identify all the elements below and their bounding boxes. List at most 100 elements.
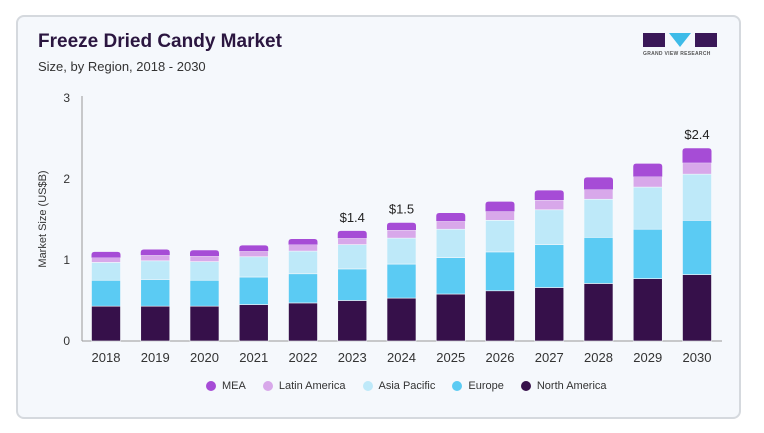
bar-segment-north-america [583, 283, 614, 342]
y-tick-label: 3 [63, 91, 70, 105]
bar-segment-europe [91, 279, 121, 307]
bar-segment-north-america [435, 293, 466, 342]
bar-segment-mea [91, 251, 121, 258]
bar-segment-asia-pacific [485, 220, 515, 253]
bar-segment-north-america [534, 287, 565, 342]
bar-segment-latin-america [238, 250, 269, 258]
x-tick-label: 2029 [633, 350, 662, 365]
bar-segment-mea [534, 190, 564, 201]
y-tick-label: 2 [63, 172, 70, 186]
bar-segment-mea [337, 230, 367, 239]
legend-item: Europe [452, 380, 504, 392]
bar-segment-asia-pacific [435, 228, 466, 258]
legend-item: Latin America [262, 380, 346, 392]
x-tick-label: 2021 [239, 350, 268, 365]
y-axis-label: Market Size (US$B) [37, 170, 49, 267]
legend-item: MEA [206, 380, 246, 392]
bar-segment-mea [140, 249, 170, 256]
bar-segment-asia-pacific [140, 260, 171, 280]
bar-segment-asia-pacific [386, 237, 417, 265]
chart-card [16, 15, 741, 419]
bar-segment-asia-pacific [238, 256, 269, 278]
bar-segment-europe [632, 228, 663, 279]
bar-segment-north-america [386, 297, 417, 342]
y-tick-label: 1 [63, 253, 70, 267]
bar-segment-north-america [91, 305, 121, 342]
bar-segment-europe [189, 279, 220, 307]
bar-segment-latin-america [682, 162, 712, 175]
bar-segment-latin-america [485, 211, 515, 221]
x-tick-label: 2027 [535, 350, 564, 365]
x-tick-label: 2020 [190, 350, 219, 365]
legend-item: Asia Pacific [362, 380, 436, 392]
bar-segment-europe [238, 276, 269, 305]
bar-segment-europe [337, 268, 368, 301]
bar-segment-asia-pacific [583, 198, 614, 238]
bar-segment-north-america [140, 305, 171, 342]
bar-segment-mea [682, 148, 712, 163]
legend-label: North America [536, 380, 607, 392]
bar-segment-latin-america [632, 176, 663, 188]
legend-swatch [520, 381, 531, 391]
bar-segment-north-america [337, 300, 368, 342]
bar-segment-mea [387, 222, 416, 231]
data-label: $1.4 [340, 210, 365, 225]
bar-segment-mea [239, 245, 269, 252]
bar-segment-latin-america [288, 244, 318, 252]
x-tick-label: 2026 [486, 350, 515, 365]
legend: MEA Latin America Asia Pacific Europe North … [206, 380, 607, 392]
bar-segment-europe [288, 273, 318, 304]
bar-segment-mea [584, 177, 613, 190]
legend-label: Europe [468, 380, 504, 392]
bar-segment-latin-america [337, 237, 368, 245]
legend-swatch [206, 381, 216, 391]
bar-segment-europe [485, 251, 515, 292]
bar-segment-north-america [632, 278, 663, 342]
bar-segment-mea [288, 238, 318, 245]
chart-title: Freeze Dried Candy Market [38, 31, 282, 52]
bar-segment-mea [190, 250, 219, 256]
bar-segment-europe [682, 220, 712, 275]
bar-segment-europe [534, 244, 565, 288]
bar-segment-latin-america [386, 229, 417, 239]
bar-segment-north-america [238, 304, 269, 342]
bar-segment-asia-pacific [534, 209, 565, 245]
legend-swatch [452, 381, 463, 391]
bar-segment-europe [435, 257, 466, 295]
chart-subtitle: Size, by Region, 2018 - 2030 [38, 59, 206, 74]
bar-segment-mea [436, 213, 466, 222]
legend-swatch [362, 381, 373, 391]
bar-segment-latin-america [583, 189, 614, 200]
bar-segment-asia-pacific [632, 186, 663, 230]
x-tick-label: 2025 [436, 350, 465, 365]
bar-segment-asia-pacific [288, 250, 318, 275]
bar-segment-north-america [288, 302, 318, 342]
x-tick-label: 2019 [141, 350, 170, 365]
legend-label: Asia Pacific [378, 380, 436, 392]
bar-segment-asia-pacific [682, 173, 712, 221]
bar-segment-latin-america [534, 199, 565, 211]
x-tick-label: 2022 [289, 350, 318, 365]
x-tick-label: 2030 [683, 350, 712, 365]
legend-item: North America [520, 380, 607, 392]
bar-segment-asia-pacific [91, 262, 121, 281]
bar-segment-north-america [682, 274, 712, 342]
bar-segment-europe [386, 263, 417, 299]
bar-segment-north-america [485, 290, 515, 342]
x-tick-label: 2024 [387, 350, 416, 365]
data-label: $1.5 [389, 202, 414, 217]
bar-segment-europe [583, 237, 614, 284]
bar-segment-latin-america [435, 220, 466, 230]
bar-segment-latin-america [189, 255, 220, 262]
y-tick-label: 0 [63, 334, 70, 348]
legend-swatch [262, 381, 273, 391]
legend-label: MEA [222, 380, 246, 392]
x-tick-label: 2023 [338, 350, 367, 365]
logo-text: GRAND VIEW RESEARCH [643, 51, 711, 57]
x-tick-label: 2028 [584, 350, 613, 365]
bar-segment-mea [485, 201, 515, 212]
legend-label: Latin America [278, 380, 346, 392]
data-label: $2.4 [684, 127, 709, 142]
bar-segment-asia-pacific [189, 261, 220, 281]
